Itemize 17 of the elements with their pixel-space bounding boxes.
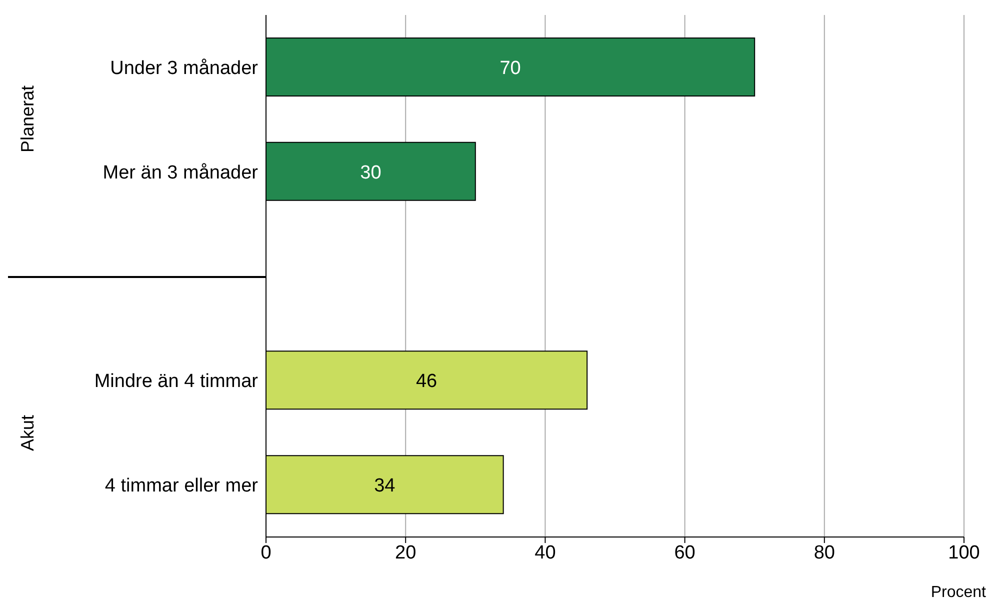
x-tick-label: 60 (674, 542, 696, 564)
x-axis-title: Procent (930, 584, 986, 602)
y-tick-label: Mindre än 4 timmar (94, 371, 259, 392)
text: Planerat (18, 86, 38, 153)
x-tick-label: 100 (948, 542, 980, 564)
data-label: 46 (416, 371, 438, 392)
x-tick-label: 0 (260, 542, 272, 564)
x-tick-label: 80 (814, 542, 835, 564)
data-label: 70 (500, 58, 521, 79)
y-tick-label: Under 3 månader (110, 58, 259, 79)
x-tick-label: 20 (395, 542, 416, 564)
y-tick-label: 4 timmar eller mer (104, 476, 259, 497)
y-tick-label: Mer än 3 månader (102, 162, 259, 184)
x-tick-label: 40 (534, 542, 556, 564)
data-label: 30 (360, 162, 382, 184)
text: Akut (18, 414, 38, 451)
data-label: 34 (374, 476, 396, 497)
